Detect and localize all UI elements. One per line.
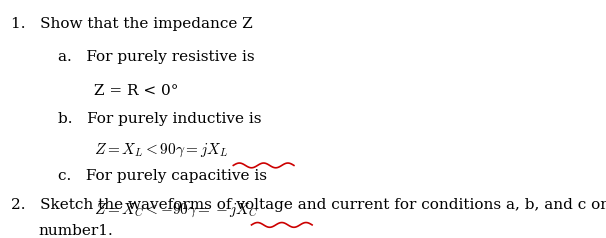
Text: 2.   Sketch the waveforms of voltage and current for conditions a, b, and c on p: 2. Sketch the waveforms of voltage and c… <box>11 198 606 212</box>
Text: $Z = X_L < 90° = jX_L$: $Z = X_L < 90° = jX_L$ <box>94 142 228 159</box>
Text: a.   For purely resistive is: a. For purely resistive is <box>58 50 254 64</box>
Text: b.   For purely inductive is: b. For purely inductive is <box>58 112 261 126</box>
Text: 1.   Show that the impedance Z: 1. Show that the impedance Z <box>11 17 253 31</box>
Text: number1.: number1. <box>38 224 113 238</box>
Text: $Z = X_C < -90° = - jX_C$: $Z = X_C < -90° = - jX_C$ <box>94 202 259 219</box>
Text: c.   For purely capacitive is: c. For purely capacitive is <box>58 169 267 183</box>
Text: Z = R < 0°: Z = R < 0° <box>94 84 178 98</box>
